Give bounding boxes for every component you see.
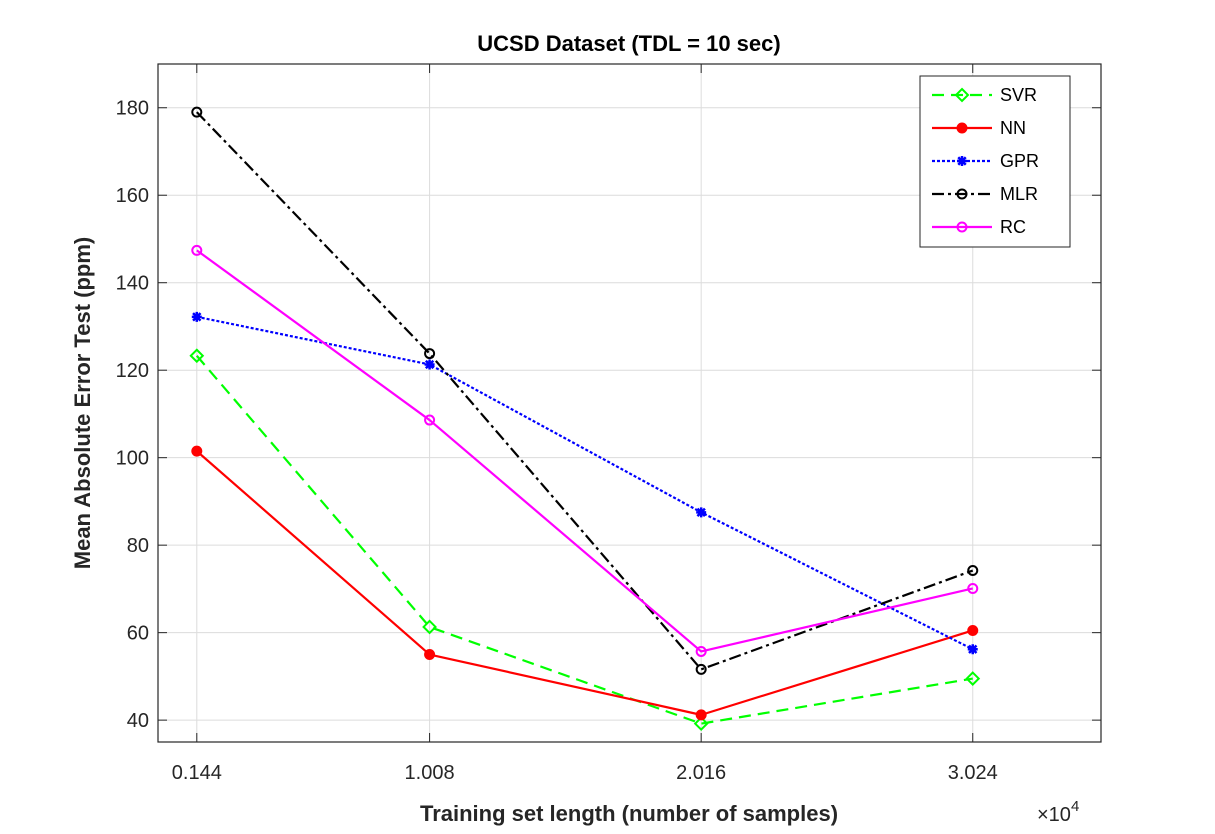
legend-marker-rc [956,221,968,233]
legend-label-nn: NN [1000,118,1026,138]
axis-ticks [158,64,1101,742]
series-gpr [191,311,978,655]
x-tick-label: 1.008 [405,762,455,784]
rc-point [191,244,203,256]
gpr-line [196,315,974,651]
legend-label-svr: SVR [1000,85,1037,105]
rc-point [424,414,436,426]
nn-point [695,709,707,721]
legend-item-mlr: MLR [932,184,1038,204]
legend-label-rc: RC [1000,217,1026,237]
y-tick-label: 120 [116,360,149,382]
mlr-point [424,348,436,360]
plot-frame [157,63,1102,743]
x-exponent-base: ×10 [1037,804,1071,826]
x-tick-label: 2.016 [676,762,726,784]
y-tick-label: 140 [116,273,149,295]
legend-item-gpr: GPR [932,151,1039,171]
svr-line [195,355,973,725]
legend-label-gpr: GPR [1000,151,1039,171]
legend-label-mlr: MLR [1000,184,1038,204]
x-tick-labels: 0.144 1.008 2.016 3.024 [172,762,998,784]
y-tick-label: 60 [127,623,149,645]
y-tick-label: 100 [116,448,149,470]
series-nn [191,445,979,721]
y-tick-label: 160 [116,185,149,207]
legend-item-nn: NN [932,118,1026,138]
svr-point [189,348,205,364]
mlr-line [196,111,974,671]
svr-point [693,716,709,732]
series-layer [189,106,981,732]
series-svr [189,348,981,732]
gpr-point [191,311,202,322]
mlr-point [191,106,203,118]
legend-marker-nn [956,122,968,134]
legend: SVR NN GPR MLR RC [919,75,1071,248]
legend-marker-mlr [956,188,968,200]
chart-title: UCSD Dataset (TDL = 10 sec) [477,31,780,56]
nn-line [196,450,974,716]
legend-item-rc: RC [932,217,1026,237]
x-tick-label: 3.024 [948,762,998,784]
series-rc [191,244,979,657]
svr-point [965,671,981,686]
x-tick-label: 0.144 [172,762,222,784]
y-tick-labels: 40 60 80 100 120 140 160 180 [116,98,149,732]
y-tick-label: 180 [116,98,149,120]
svr-point [422,619,437,635]
x-axis-exponent: ×104 [1037,798,1079,826]
y-axis-label: Mean Absolute Error Test (ppm) [70,237,95,569]
x-axis-label: Training set length (number of samples) [420,801,838,826]
gpr-point [696,507,707,518]
nn-point [967,624,979,636]
series-mlr [191,106,979,675]
gpr-point [967,644,978,655]
nn-point [424,649,436,661]
rc-point [967,582,979,594]
grid [158,64,1101,742]
rc-line [196,249,974,653]
mlr-point [695,663,707,675]
y-tick-label: 40 [127,710,149,732]
legend-marker-gpr [957,156,967,166]
legend-marker-svr [954,87,970,103]
x-exponent-power: 4 [1071,798,1079,815]
legend-item-svr: SVR [932,85,1037,105]
y-tick-label: 80 [127,535,149,557]
rc-point [695,645,707,657]
gpr-point [424,359,435,370]
mlr-point [967,565,979,577]
nn-point [191,445,203,457]
